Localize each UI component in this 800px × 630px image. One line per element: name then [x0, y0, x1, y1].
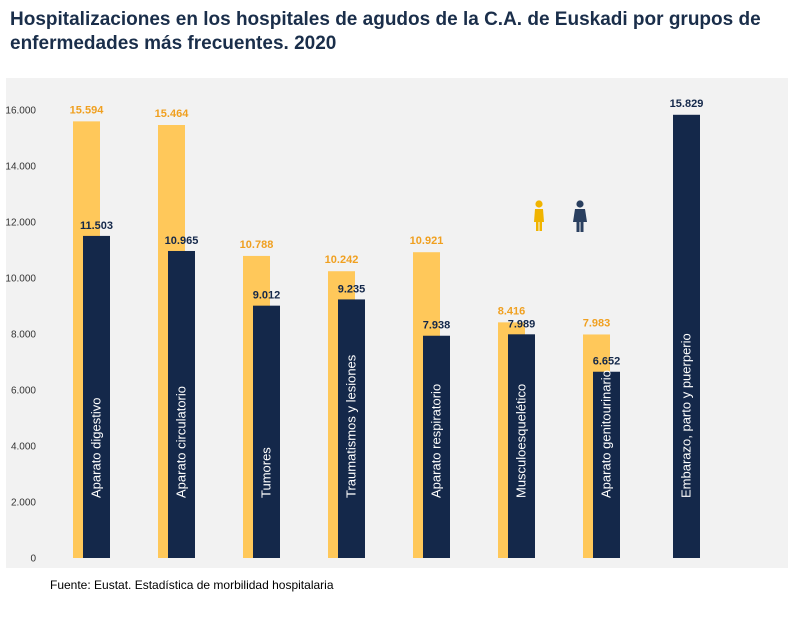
bar-group: 7.983 6.652 Aparato genitourinario — [583, 317, 621, 558]
category-label: Tumores — [259, 447, 274, 498]
category-label: Embarazo, parto y puerperio — [679, 333, 694, 498]
category-label: Aparato respiratorio — [429, 384, 444, 498]
bar-hombres — [423, 335, 450, 558]
value-label-hombres: 7.989 — [508, 318, 536, 330]
chart-title: Hospitalizaciones en los hospitales de a… — [10, 9, 761, 54]
bar-hombres — [253, 305, 280, 558]
y-tick-label: 2.000 — [11, 498, 36, 509]
value-label-hombres: 9.235 — [338, 283, 366, 295]
y-tick-label: 10.000 — [6, 274, 36, 285]
bar-hombres — [593, 371, 620, 558]
bar-group: 10.921 7.938 Aparato respiratorio — [410, 235, 451, 558]
value-label-mujeres: 8.416 — [498, 305, 526, 317]
legend — [534, 200, 587, 232]
bar-hombres — [83, 235, 110, 558]
bar-group: 10.788 9.012 Tumores — [240, 239, 281, 558]
source-note: Fuente: Eustat. Estadística de morbilida… — [50, 578, 334, 592]
value-label-hombres: 6.652 — [593, 356, 621, 368]
value-label-mujeres: 10.242 — [325, 254, 359, 266]
y-tick-label: 4.000 — [11, 442, 36, 453]
male-icon — [573, 200, 587, 232]
value-label-mujeres: 15.594 — [70, 104, 105, 116]
bar-group: 15.594 11.503 Aparato digestivo — [70, 104, 113, 559]
bar-chart: 0 2.000 4.000 6.000 8.000 10.000 12.000 14.000 1… — [6, 98, 704, 565]
bar-hombres — [508, 334, 535, 558]
bars: 15.594 11.503 Aparato digestivo 15.464 10.96… — [70, 98, 704, 559]
category-label: Musculoesquelético — [514, 384, 529, 498]
value-label-hombres: 9.012 — [253, 290, 281, 302]
y-tick-label: 0 — [30, 554, 36, 565]
y-axis: 0 2.000 4.000 6.000 8.000 10.000 12.000 14.000 1… — [6, 106, 36, 565]
y-tick-label: 16.000 — [6, 106, 36, 117]
value-label-hombres: 7.938 — [423, 320, 451, 332]
bar-total — [673, 114, 700, 558]
y-tick-label: 12.000 — [6, 218, 36, 229]
bar-group: 15.464 10.965 Aparato circulatorio — [155, 108, 199, 559]
category-label: Aparato digestivo — [89, 398, 104, 498]
category-label: Aparato circulatorio — [174, 386, 189, 498]
y-tick-label: 14.000 — [6, 162, 36, 173]
value-label-mujeres: 7.983 — [583, 317, 611, 329]
value-label-mujeres: 10.788 — [240, 239, 274, 251]
y-tick-label: 6.000 — [11, 386, 36, 397]
female-icon — [534, 200, 544, 231]
y-tick-label: 8.000 — [11, 330, 36, 341]
bar-hombres — [338, 299, 365, 558]
bar-hombres — [168, 250, 195, 559]
value-label-mujeres: 10.921 — [410, 235, 444, 247]
value-label-hombres: 10.965 — [165, 235, 199, 247]
category-label: Aparato genitourinario — [599, 370, 614, 498]
bar-group: 10.242 9.235 Traumatismos y lesiones — [325, 254, 366, 558]
value-label-hombres: 11.503 — [80, 220, 113, 232]
value-label-mujeres: 15.464 — [155, 108, 190, 120]
bar-group: 15.829 Embarazo, parto y puerperio — [670, 98, 704, 558]
value-label-total: 15.829 — [670, 98, 704, 110]
category-label: Traumatismos y lesiones — [344, 354, 359, 498]
plot-area: 0 2.000 4.000 6.000 8.000 10.000 12.000 14.000 1… — [6, 78, 788, 568]
